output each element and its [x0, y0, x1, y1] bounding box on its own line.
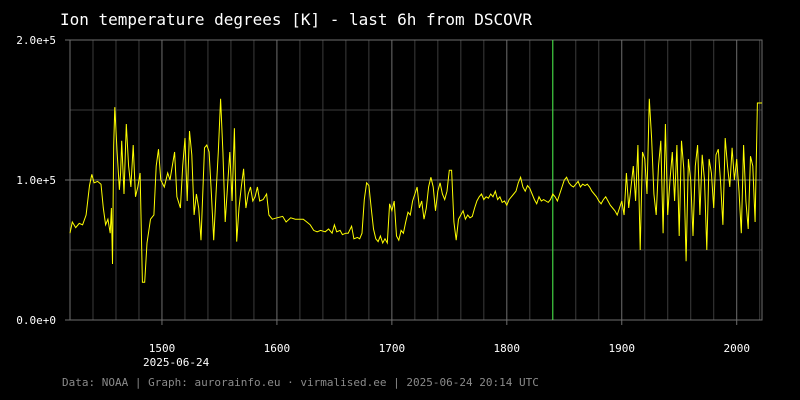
- x-tick-label: 1500: [149, 342, 176, 355]
- x-tick-label: 1700: [379, 342, 406, 355]
- x-tick-label: 2000: [723, 342, 750, 355]
- x-tick-label: 1600: [264, 342, 291, 355]
- y-tick-label: 2.0e+5: [16, 34, 56, 47]
- ion-temperature-series-line: [69, 98, 762, 283]
- plot-frame: [69, 39, 763, 321]
- x-tick-label: 1900: [609, 342, 636, 355]
- chart-title: Ion temperature degrees [K] - last 6h fr…: [60, 10, 532, 29]
- x-date-label: 2025-06-24: [143, 356, 210, 369]
- footer-credits: Data: NOAA | Graph: aurorainfo.eu · virm…: [62, 376, 539, 389]
- y-tick-label: 0.0e+0: [16, 314, 56, 327]
- x-tick-label: 1800: [494, 342, 521, 355]
- y-tick-labels: 0.0e+0 1.0e+5 2.0e+5: [16, 34, 56, 327]
- x-tick-labels: 1500 1600 1700 1800 1900 2000: [149, 342, 750, 355]
- y-tick-label: 1.0e+5: [16, 174, 56, 187]
